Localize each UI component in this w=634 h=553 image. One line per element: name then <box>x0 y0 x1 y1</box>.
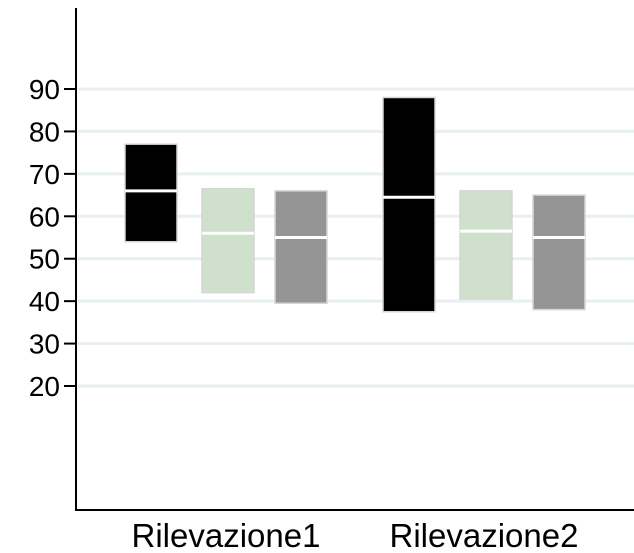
box-s3-rilevazione2 <box>532 194 586 311</box>
y-tick-label-50: 50 <box>29 244 60 275</box>
category-label-rilevazione1: Rilevazione1 <box>132 517 321 553</box>
box-s3-rilevazione1 <box>274 190 328 305</box>
y-axis-ticks: 20 30 40 50 60 70 80 90 <box>29 74 76 402</box>
box-s1-rilevazione1 <box>124 143 178 243</box>
box-s1-rilevazione2 <box>382 96 436 313</box>
category-label-rilevazione2: Rilevazione2 <box>390 517 579 553</box>
y-tick-label-80: 80 <box>29 116 60 147</box>
y-tick-label-40: 40 <box>29 286 60 317</box>
box-s2-rilevazione1 <box>201 187 255 294</box>
box-s2-rilevazione2 <box>459 190 513 300</box>
x-axis-labels: Rilevazione1 Rilevazione2 <box>132 517 579 553</box>
y-tick-label-60: 60 <box>29 201 60 232</box>
y-tick-label-30: 30 <box>29 329 60 360</box>
y-tick-label-20: 20 <box>29 371 60 402</box>
y-tick-label-70: 70 <box>29 159 60 190</box>
y-tick-label-90: 90 <box>29 74 60 105</box>
box-marks <box>124 96 586 313</box>
